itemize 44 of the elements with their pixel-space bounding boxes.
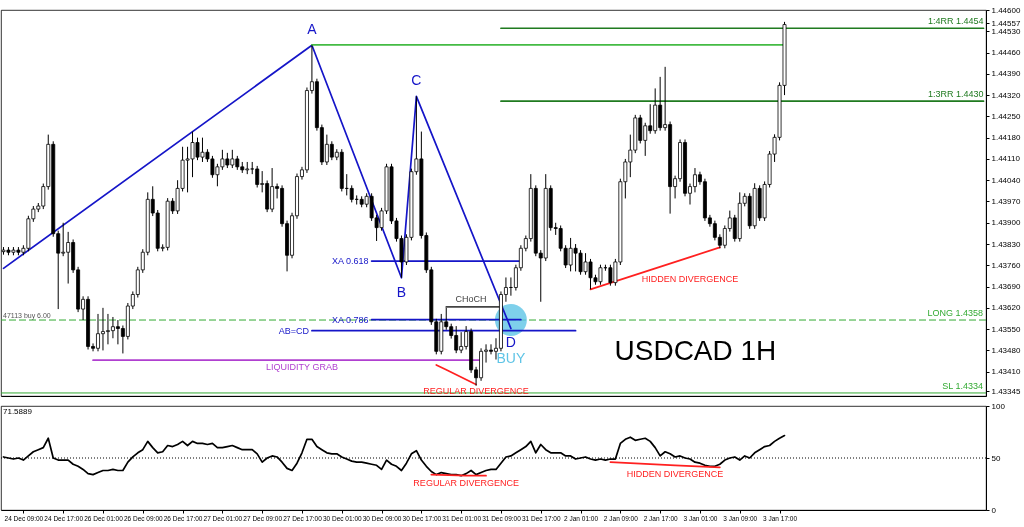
data-label: XA 0.618 [332, 256, 369, 267]
y-tick-label: 1.44320 [991, 90, 1021, 100]
data-label: CHoCH [455, 293, 487, 304]
y-tick-label: 1.43760 [991, 260, 1021, 270]
data-label: REGULAR DIVERGENCE [413, 477, 519, 488]
y-tick-label: 1.44460 [991, 48, 1021, 58]
data-label: 1:3RR 1.4430 [927, 89, 984, 100]
y-tick-label: 1.43970 [991, 196, 1021, 206]
y-tick-label: 1.44557 [991, 18, 1021, 28]
data-label: BUY [496, 350, 526, 367]
data-label: REGULAR DIVERGENCE [423, 386, 529, 397]
y-tick-label: 0 [991, 505, 997, 515]
data-label: HIDDEN DIVERGENCE [626, 469, 724, 480]
text: USDCAD 1H [614, 334, 777, 366]
chart-title: 71.5889 [3, 407, 33, 416]
ref-line-label: LONG 1.4358 [927, 308, 983, 319]
y-tick-label: 1.44390 [991, 69, 1021, 79]
candlestick [255, 165, 260, 188]
y-tick-label: 1.44040 [991, 175, 1021, 185]
y-tick-label: 1.43480 [991, 345, 1021, 355]
y-tick-label: 1.44530 [991, 26, 1021, 36]
y-tick-label: 1.43830 [991, 239, 1021, 249]
data-label: AB=CD [278, 325, 310, 336]
y-tick-label: 1.44250 [991, 111, 1021, 121]
y-tick-label: 1.43550 [991, 324, 1021, 334]
data-label: D [505, 334, 516, 351]
data-label: A [307, 21, 318, 38]
y-tick-label: 1.44110 [991, 154, 1021, 164]
y-tick-label: 100 [991, 401, 1006, 411]
data-label: HIDDEN DIVERGENCE [641, 273, 739, 284]
y-tick-label: 1.43410 [991, 367, 1021, 377]
y-tick-label: 1.44600 [991, 5, 1021, 15]
data-label: C [411, 72, 422, 89]
ref-line-label: SL 1.4334 [942, 380, 983, 391]
data-label: 1:4RR 1.4454 [927, 16, 984, 27]
y-tick-label: 1.43620 [991, 303, 1021, 313]
y-tick-label: 1.43345 [991, 386, 1021, 396]
y-tick-label: 1.43900 [991, 218, 1021, 228]
y-tick-label: 1.43690 [991, 282, 1021, 292]
y-tick-label: 1.44180 [991, 133, 1021, 143]
y-tick-label: 50 [991, 453, 1001, 463]
data-label: LIQUIDITY GRAB [266, 362, 338, 373]
data-label: B [396, 283, 407, 300]
data-label: XA 0.786 [332, 314, 369, 325]
